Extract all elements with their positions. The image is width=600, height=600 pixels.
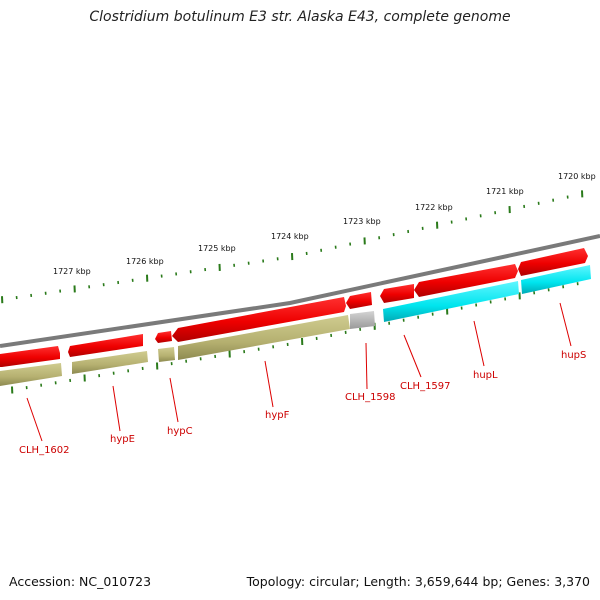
inner-ticks bbox=[11, 282, 579, 394]
gene-label: CLH_1597 bbox=[400, 381, 451, 392]
olive-feature bbox=[158, 347, 175, 362]
cds-feature bbox=[518, 248, 588, 276]
genome-backbone bbox=[0, 234, 600, 348]
ruler-label: 1725 kbp bbox=[198, 244, 236, 253]
ruler-label: 1723 kbp bbox=[343, 217, 381, 226]
ruler-label: 1722 kbp bbox=[415, 203, 453, 212]
gene-label: CLH_1602 bbox=[19, 445, 70, 456]
gray-feature bbox=[350, 311, 375, 329]
gene-leader-lines bbox=[26, 302, 572, 442]
olive-feature bbox=[178, 315, 350, 360]
olive-feature bbox=[0, 363, 62, 386]
feature-track-inner bbox=[0, 265, 591, 386]
cds-feature bbox=[346, 292, 372, 309]
cds-track bbox=[0, 248, 588, 367]
leader-line bbox=[559, 302, 572, 347]
ruler-ticks bbox=[1, 190, 584, 304]
olive-feature bbox=[72, 351, 148, 374]
gene-label: hypF bbox=[265, 410, 290, 421]
ruler-label: 1724 kbp bbox=[271, 232, 309, 241]
gene-label: hupL bbox=[473, 370, 498, 381]
cds-feature bbox=[380, 284, 414, 303]
gene-label: hypC bbox=[167, 426, 193, 437]
gene-label: hupS bbox=[561, 350, 586, 361]
cds-feature bbox=[414, 264, 518, 297]
leader-line bbox=[473, 320, 485, 367]
gene-label: CLH_1598 bbox=[345, 392, 396, 403]
ruler-label: 1721 kbp bbox=[486, 187, 524, 196]
genome-summary-text: Topology: circular; Length: 3,659,644 bp… bbox=[246, 574, 590, 589]
ruler-labels: 1727 kbp 1726 kbp 1725 kbp 1724 kbp 1723… bbox=[53, 172, 596, 276]
cds-feature bbox=[155, 331, 172, 343]
accession-text: Accession: NC_010723 bbox=[9, 574, 152, 589]
leader-line bbox=[112, 385, 121, 432]
ruler-label: 1720 kbp bbox=[558, 172, 596, 181]
leader-line bbox=[365, 342, 368, 390]
gene-label: hypE bbox=[110, 434, 135, 445]
cds-feature bbox=[172, 297, 346, 342]
leader-line bbox=[264, 360, 274, 408]
ruler-label: 1726 kbp bbox=[126, 257, 164, 266]
cds-feature bbox=[68, 334, 143, 357]
cyan-feature bbox=[521, 265, 591, 294]
leader-line bbox=[403, 334, 422, 378]
cds-feature bbox=[0, 346, 60, 367]
leader-line bbox=[26, 397, 43, 442]
ruler-label: 1727 kbp bbox=[53, 267, 91, 276]
leader-line bbox=[169, 377, 179, 423]
gene-labels: CLH_1602 hypE hypC hypF CLH_1598 CLH_159… bbox=[19, 350, 586, 456]
cyan-feature bbox=[383, 281, 519, 322]
map-title: Clostridium botulinum E3 str. Alaska E43… bbox=[89, 9, 511, 25]
